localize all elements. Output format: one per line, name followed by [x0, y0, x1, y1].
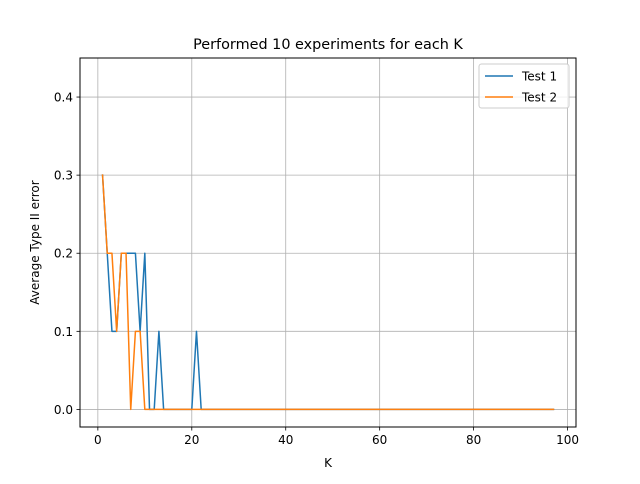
y-tick-label: 0.4 [54, 91, 73, 105]
x-tick-label: 100 [556, 433, 579, 447]
y-axis-label: Average Type II error [28, 180, 42, 304]
x-tick-label: 40 [278, 433, 293, 447]
x-tick-label: 0 [94, 433, 102, 447]
series-line-2 [101, 174, 555, 411]
x-tick-label: 60 [372, 433, 387, 447]
legend-label: Test 2 [521, 90, 557, 104]
axis-ticks: 0 20 40 60 80 100 0.0 0.1 0.2 0.3 0.4 [54, 91, 579, 447]
y-tick-label: 0.1 [54, 325, 73, 339]
series-layer [101, 174, 555, 411]
x-tick-label: 80 [466, 433, 481, 447]
chart-title: Performed 10 experiments for each K [193, 37, 463, 53]
x-tick-label: 20 [184, 433, 199, 447]
y-tick-label: 0.3 [54, 169, 73, 183]
y-tick-label: 0.2 [54, 247, 73, 261]
plot-frame [79, 57, 577, 428]
legend: Test 1 Test 2 [478, 63, 570, 109]
x-axis-label: K [324, 456, 333, 470]
y-tick-label: 0.0 [54, 403, 73, 417]
legend-label: Test 1 [521, 69, 557, 83]
